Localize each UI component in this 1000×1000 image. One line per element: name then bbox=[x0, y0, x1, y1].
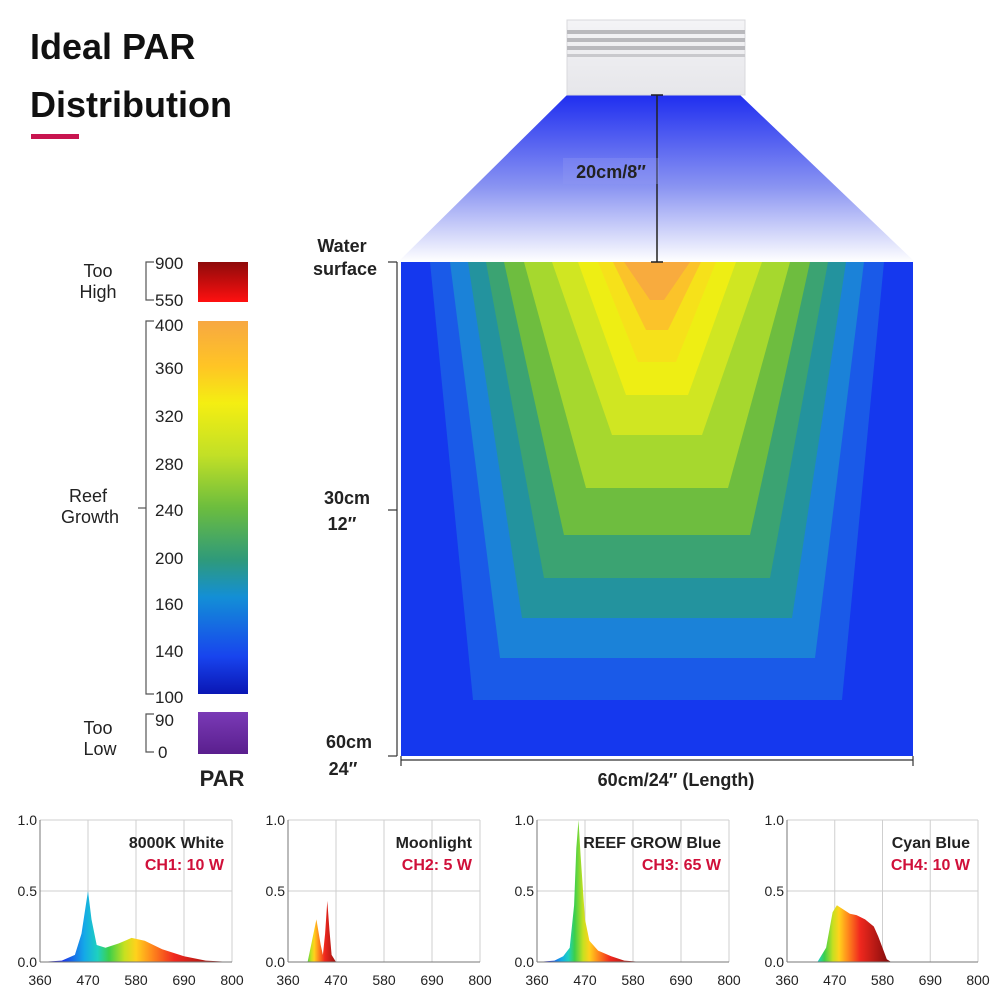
length-label: 60cm/24″ (Length) bbox=[598, 770, 755, 790]
x-tick-label: 580 bbox=[621, 972, 645, 988]
spectrum-title: 8000K White bbox=[129, 835, 224, 852]
spectrum-channel: CH4: 10 W bbox=[891, 857, 971, 874]
spectrum-chart-1: 360 470 580 690 800 0.0 0.5 1.0 8000K White CH1: … bbox=[18, 812, 244, 988]
spectrum-chart-3: 360 470 580 690 800 0.0 0.5 1.0 REEF GROW Blue CH… bbox=[515, 812, 741, 988]
x-tick-label: 580 bbox=[871, 972, 895, 988]
legend-group-low-line-2: Low bbox=[83, 739, 117, 759]
y-tick-label: 0.0 bbox=[515, 954, 535, 970]
x-tick-label: 800 bbox=[220, 972, 244, 988]
spectrum-area bbox=[288, 900, 341, 962]
legend-tick: 140 bbox=[155, 642, 183, 661]
par-distribution-plot bbox=[401, 262, 913, 756]
legend-bar-reef-growth bbox=[198, 321, 248, 694]
fixture-distance-label: 20cm/8″ bbox=[576, 162, 646, 182]
legend-tick: 160 bbox=[155, 595, 183, 614]
x-tick-label: 360 bbox=[525, 972, 549, 988]
spectrum-title: Cyan Blue bbox=[892, 835, 970, 852]
distance-label-bg bbox=[563, 158, 659, 184]
x-tick-label: 690 bbox=[669, 972, 693, 988]
spectrum-title: Moonlight bbox=[396, 835, 473, 852]
spectrum-channel: CH3: 65 W bbox=[642, 857, 722, 874]
y-tick-label: 0.5 bbox=[515, 883, 535, 899]
page-title: Ideal PAR Distribution bbox=[30, 18, 232, 134]
legend-group-growth-line-1: Reef bbox=[69, 486, 108, 506]
page-title-line-2: Distribution bbox=[30, 84, 232, 125]
legend-tick: 360 bbox=[155, 359, 183, 378]
legend-group-low-line-1: Too bbox=[83, 718, 112, 738]
x-tick-label: 690 bbox=[172, 972, 196, 988]
water-surface-label-line-1: Water bbox=[317, 236, 366, 256]
page-title-line-1: Ideal PAR bbox=[30, 26, 196, 67]
spectrum-channel: CH2: 5 W bbox=[402, 857, 473, 874]
x-tick-label: 470 bbox=[76, 972, 100, 988]
spectrum-chart-2: 360 470 580 690 800 0.0 0.5 1.0 Moonlight CH2: 5 … bbox=[266, 812, 492, 988]
spectrum-charts: 360 470 580 690 800 0.0 0.5 1.0 8000K White CH1: … bbox=[18, 812, 990, 988]
legend-group-high-line-1: Too bbox=[83, 261, 112, 281]
depth-mid-label-line-2: 12″ bbox=[328, 514, 357, 534]
x-tick-label: 360 bbox=[775, 972, 799, 988]
depth-mid-label-line-1: 30cm bbox=[324, 488, 370, 508]
legend-bar-too-low bbox=[198, 712, 248, 754]
x-tick-label: 800 bbox=[966, 972, 990, 988]
fixture-distance-marker: 20cm/8″ bbox=[563, 94, 663, 263]
y-tick-label: 0.0 bbox=[266, 954, 286, 970]
fixture-fin bbox=[567, 30, 745, 34]
x-tick-label: 360 bbox=[28, 972, 52, 988]
legend-tick: 100 bbox=[155, 688, 183, 707]
y-tick-label: 0.5 bbox=[18, 883, 38, 899]
diagram-axes bbox=[388, 261, 914, 766]
spectrum-chart-4: 360 470 580 690 800 0.0 0.5 1.0 Cyan Blue CH4: 10… bbox=[765, 812, 990, 988]
legend-group-growth-line-2: Growth bbox=[61, 507, 119, 527]
par-legend: Too High Reef Growth Too Low 900 550 400… bbox=[61, 254, 248, 791]
spectrum-area bbox=[40, 891, 232, 962]
spectrum-area bbox=[787, 905, 892, 962]
x-tick-label: 580 bbox=[372, 972, 396, 988]
y-tick-label: 1.0 bbox=[765, 812, 785, 828]
spectrum-title: REEF GROW Blue bbox=[583, 835, 721, 852]
fixture-fin bbox=[567, 38, 745, 42]
y-tick-label: 0.0 bbox=[765, 954, 785, 970]
legend-tick: 280 bbox=[155, 455, 183, 474]
title-accent-bar bbox=[31, 134, 79, 139]
legend-tick: 550 bbox=[155, 291, 183, 310]
legend-group-high-line-2: High bbox=[79, 282, 116, 302]
x-tick-label: 580 bbox=[124, 972, 148, 988]
legend-tick: 400 bbox=[155, 316, 183, 335]
legend-tick: 200 bbox=[155, 549, 183, 568]
spectrum-channel: CH1: 10 W bbox=[145, 857, 225, 874]
y-tick-label: 0.5 bbox=[266, 883, 286, 899]
depth-bottom-label-line-1: 60cm bbox=[326, 732, 372, 752]
x-tick-label: 360 bbox=[276, 972, 300, 988]
legend-tick: 90 bbox=[155, 711, 174, 730]
fixture-fin bbox=[567, 46, 745, 50]
legend-tick: 900 bbox=[155, 254, 183, 273]
x-tick-label: 800 bbox=[468, 972, 492, 988]
x-tick-label: 800 bbox=[717, 972, 741, 988]
y-tick-label: 1.0 bbox=[515, 812, 535, 828]
legend-unit-label: PAR bbox=[200, 766, 245, 791]
legend-tick: 320 bbox=[155, 407, 183, 426]
x-tick-label: 470 bbox=[823, 972, 847, 988]
legend-ticks: 900 550 400 360 320 280 240 200 160 140 … bbox=[155, 254, 183, 762]
contour-band bbox=[624, 262, 690, 300]
y-tick-label: 1.0 bbox=[18, 812, 38, 828]
x-tick-label: 690 bbox=[919, 972, 943, 988]
x-tick-label: 470 bbox=[324, 972, 348, 988]
y-tick-label: 0.0 bbox=[18, 954, 38, 970]
y-tick-label: 0.5 bbox=[765, 883, 785, 899]
legend-tick: 240 bbox=[155, 501, 183, 520]
water-surface-label-line-2: surface bbox=[313, 259, 377, 279]
fixture-fin bbox=[567, 54, 745, 57]
x-tick-label: 690 bbox=[420, 972, 444, 988]
depth-bottom-label-line-2: 24″ bbox=[329, 759, 358, 779]
legend-bar-too-high bbox=[198, 262, 248, 302]
y-tick-label: 1.0 bbox=[266, 812, 286, 828]
legend-tick: 0 bbox=[158, 743, 167, 762]
legend-brackets bbox=[138, 261, 154, 753]
x-tick-label: 470 bbox=[573, 972, 597, 988]
